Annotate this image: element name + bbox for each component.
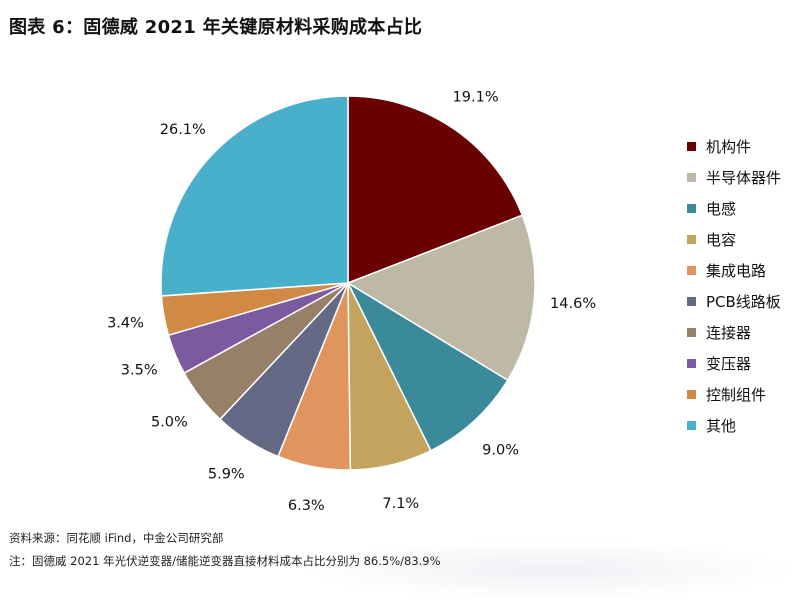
pie-chart: 19.1% 14.6% 9.0% 7.1% 6.3% 5.9% 5.0% 3.5% 3.4% 26… xyxy=(107,90,596,515)
legend-swatch xyxy=(687,421,696,430)
legend-label: 变压器 xyxy=(706,355,752,373)
source-note: 资料来源：同花顺 iFind，中金公司研究部 xyxy=(9,531,224,545)
legend-item: 集成电路 xyxy=(687,255,807,286)
legend-swatch xyxy=(687,297,696,306)
legend-swatch xyxy=(687,204,696,213)
footnote: 注：固德威 2021 年光伏逆变器/储能逆变器直接材料成本占比分别为 86.5%… xyxy=(9,554,441,568)
data-label: 7.1% xyxy=(382,496,419,512)
pie-slice xyxy=(346,281,509,452)
legend-label: 其他 xyxy=(706,417,737,435)
legend-item: 机构件 xyxy=(687,131,807,162)
data-label: 19.1% xyxy=(453,90,499,106)
pie-slice xyxy=(347,95,524,285)
data-label: 3.4% xyxy=(107,316,144,332)
legend-swatch xyxy=(687,142,696,151)
legend-label: 机构件 xyxy=(706,138,752,156)
legend-label: 电感 xyxy=(706,200,737,218)
legend-swatch xyxy=(687,359,696,368)
chart-title: 图表 6：固德威 2021 年关键原材料采购成本占比 xyxy=(9,17,423,38)
legend-item: 电感 xyxy=(687,193,807,224)
legend-swatch xyxy=(687,173,696,182)
legend-item: 连接器 xyxy=(687,317,807,348)
data-label: 5.0% xyxy=(151,415,188,431)
data-label: 14.6% xyxy=(550,296,596,312)
data-label: 3.5% xyxy=(121,363,158,379)
legend-label: PCB线路板 xyxy=(706,293,781,311)
pie-slice xyxy=(160,95,349,297)
legend-swatch xyxy=(687,390,696,399)
legend-label: 连接器 xyxy=(706,324,752,342)
legend-label: 电容 xyxy=(706,231,737,249)
data-label: 5.9% xyxy=(208,466,245,482)
legend-swatch xyxy=(687,235,696,244)
legend-swatch xyxy=(687,328,696,337)
legend-item: 电容 xyxy=(687,224,807,255)
legend-swatch xyxy=(687,266,696,275)
legend-label: 集成电路 xyxy=(706,262,767,280)
data-label: 9.0% xyxy=(482,443,519,459)
legend-item: PCB线路板 xyxy=(687,286,807,317)
legend-item: 其他 xyxy=(687,410,807,441)
legend-label: 半导体器件 xyxy=(706,169,782,187)
legend-item: 控制组件 xyxy=(687,379,807,410)
legend-item: 变压器 xyxy=(687,348,807,379)
data-label: 26.1% xyxy=(160,122,206,138)
chart-legend: 机构件 半导体器件 电感 电容 集成电路 PCB线路板 连接器 变压器 控制组件… xyxy=(687,131,807,441)
data-label: 6.3% xyxy=(288,498,325,514)
legend-item: 半导体器件 xyxy=(687,162,807,193)
pie-slice xyxy=(346,214,536,382)
legend-label: 控制组件 xyxy=(706,386,767,404)
